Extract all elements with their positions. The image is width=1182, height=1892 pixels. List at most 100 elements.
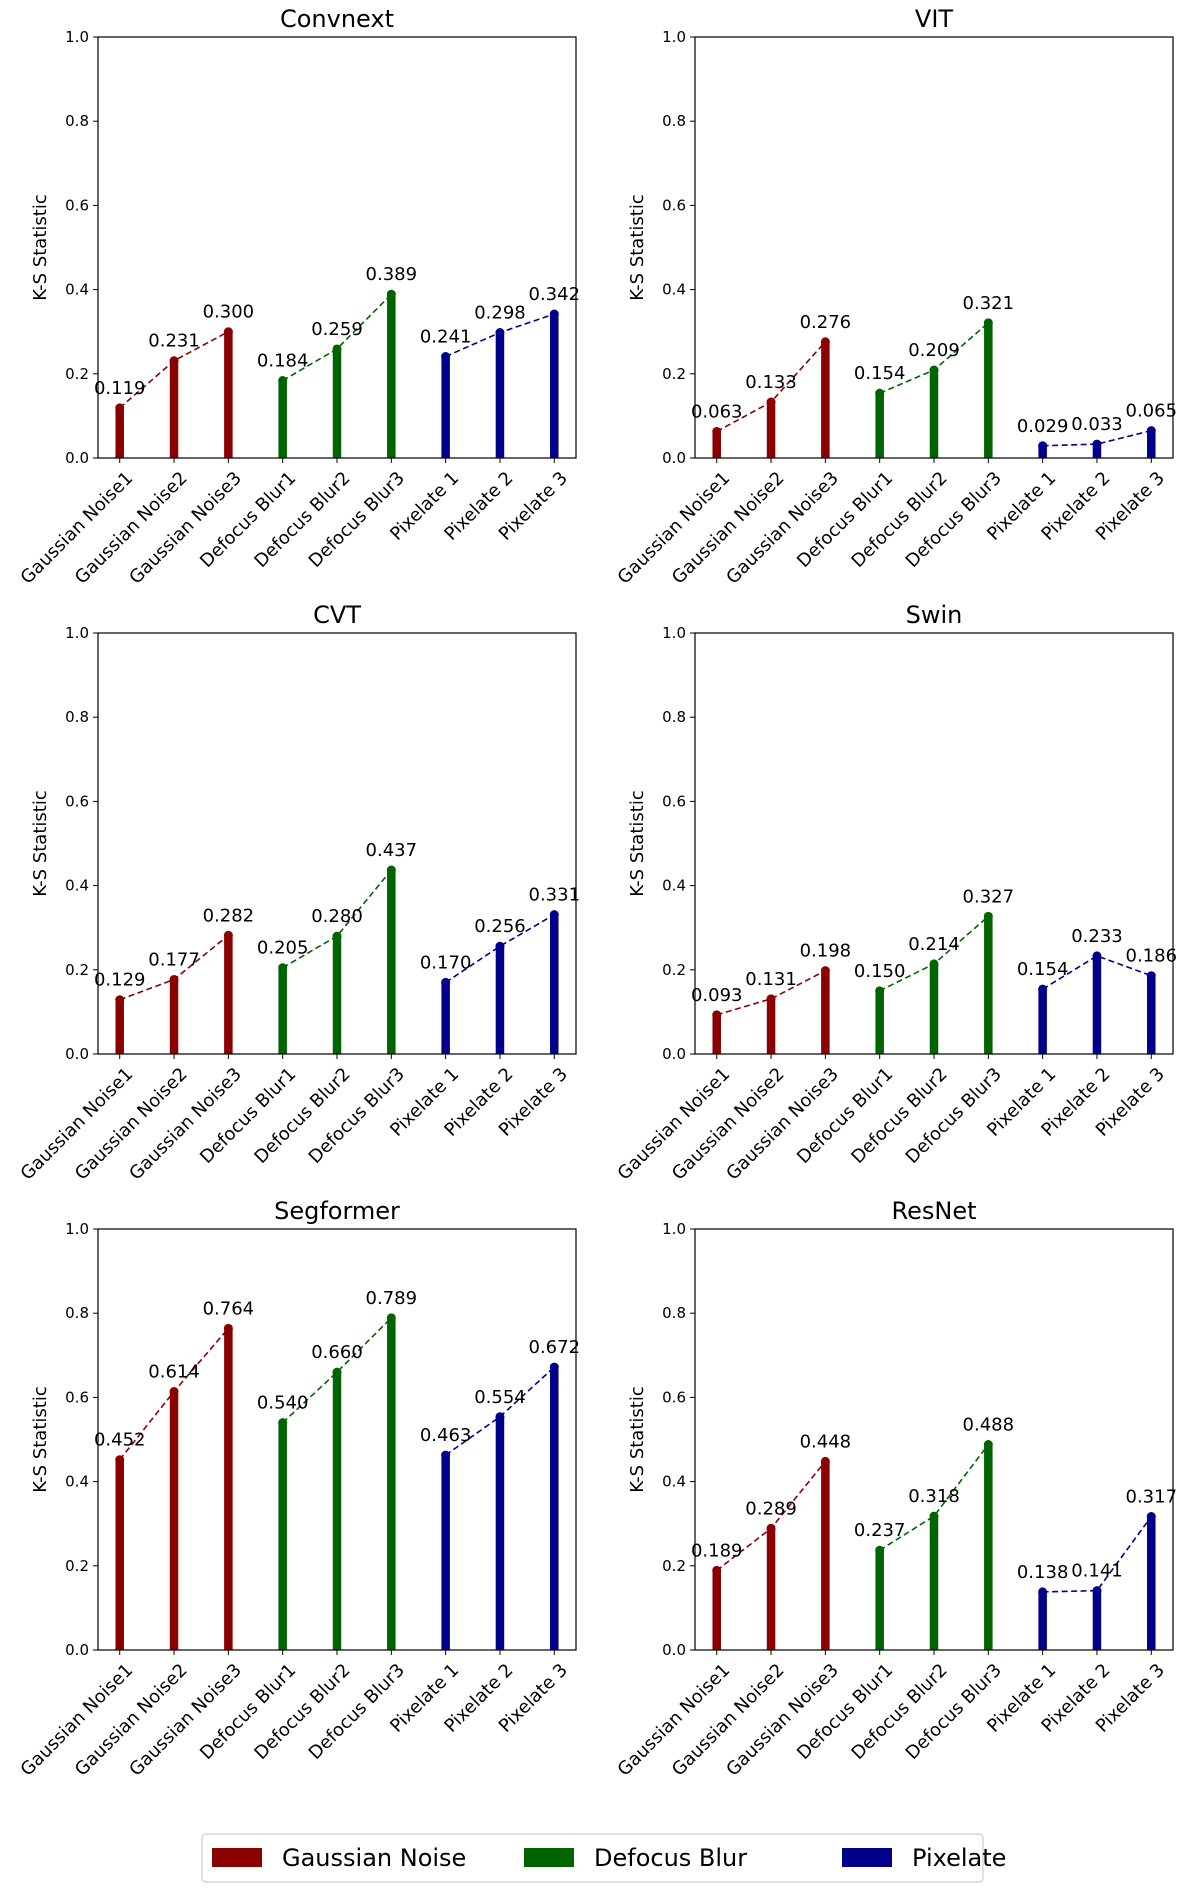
data-label: 0.214 xyxy=(908,934,960,955)
data-label: 0.205 xyxy=(257,938,309,959)
bar-marker xyxy=(169,356,179,366)
bar-marker xyxy=(386,1313,396,1323)
data-label: 0.342 xyxy=(529,284,581,305)
legend-label: Gaussian Noise xyxy=(282,1844,466,1872)
bar-marker xyxy=(983,911,993,921)
panel-segformer: Segformer K-S Statistic 0.0 0.2 0.4 0.6 0.8 1.0… xyxy=(17,1197,580,1780)
axes-frame xyxy=(694,632,1174,1055)
bar xyxy=(278,1422,287,1650)
bar xyxy=(821,1461,830,1650)
y-tick-label: 0.4 xyxy=(65,1473,89,1491)
chart-title: VIT xyxy=(915,5,953,33)
data-label: 0.660 xyxy=(311,1342,363,1363)
bar xyxy=(929,370,939,458)
y-tick-label: 0.6 xyxy=(65,1388,89,1406)
data-label: 0.129 xyxy=(94,970,146,991)
data-label: 0.317 xyxy=(1126,1487,1178,1508)
bar-marker xyxy=(332,1367,342,1377)
bar-marker xyxy=(1146,1512,1156,1522)
bar-marker xyxy=(1092,439,1102,449)
data-label: 0.300 xyxy=(203,302,255,323)
data-label: 0.209 xyxy=(908,340,960,361)
bar xyxy=(387,870,396,1054)
bar-marker xyxy=(875,388,885,398)
bar xyxy=(550,314,559,458)
bar xyxy=(1092,444,1102,458)
bar-marker xyxy=(441,352,451,362)
y-tick-label: 0.0 xyxy=(65,449,89,467)
bar xyxy=(1147,1516,1156,1650)
bar xyxy=(550,1367,559,1650)
bar xyxy=(495,1416,505,1650)
bar-marker xyxy=(875,986,885,996)
bar-marker xyxy=(1146,971,1156,981)
data-label: 0.154 xyxy=(854,363,906,384)
data-label: 0.488 xyxy=(963,1415,1015,1436)
bar-marker xyxy=(332,931,342,941)
bar-marker xyxy=(929,365,939,375)
data-label: 0.540 xyxy=(257,1393,309,1414)
y-tick-label: 0.8 xyxy=(662,112,686,130)
y-tick-label: 1.0 xyxy=(662,1220,686,1238)
y-tick-label: 0.0 xyxy=(662,1045,686,1063)
legend: Gaussian Noise Defocus Blur Pixelate xyxy=(201,1833,1006,1883)
bar xyxy=(278,967,287,1054)
y-tick-label: 0.8 xyxy=(662,1304,686,1322)
x-tick-label: Defocus Blur1 xyxy=(793,1064,897,1168)
axes-frame xyxy=(694,36,1174,459)
bar-marker xyxy=(441,977,451,987)
chart-title: ResNet xyxy=(892,1197,977,1225)
bar-marker xyxy=(223,1323,233,1333)
bar-marker xyxy=(549,1362,559,1372)
y-axis-label: K-S Statistic xyxy=(627,194,648,300)
bar xyxy=(1147,430,1156,458)
bar-marker xyxy=(766,994,776,1004)
y-tick-label: 0.8 xyxy=(65,1304,89,1322)
data-label: 0.119 xyxy=(94,378,146,399)
y-tick-label: 0.0 xyxy=(662,1641,686,1659)
axes-frame xyxy=(694,1228,1174,1651)
x-tick-label: Defocus Blur2 xyxy=(847,1064,951,1168)
trend-line xyxy=(445,913,555,984)
data-label: 0.241 xyxy=(420,327,472,348)
bar xyxy=(169,1391,179,1650)
data-label: 0.289 xyxy=(745,1498,797,1519)
bar-marker xyxy=(278,1418,288,1428)
data-label: 0.150 xyxy=(854,961,906,982)
bar-marker xyxy=(766,1523,776,1533)
data-label: 0.029 xyxy=(1017,416,1069,437)
bar-marker xyxy=(115,1455,125,1465)
bar xyxy=(441,356,450,458)
bar-marker xyxy=(495,941,505,951)
panel-swin: Swin K-S Statistic 0.0 0.2 0.4 0.6 0.8 1.0 0.093… xyxy=(614,601,1177,1184)
y-tick-label: 0.8 xyxy=(65,112,89,130)
data-label: 0.177 xyxy=(148,949,200,970)
x-tick-label: Defocus Blur2 xyxy=(847,468,951,572)
bar xyxy=(224,331,233,458)
data-label: 0.327 xyxy=(963,886,1015,907)
bar-marker xyxy=(278,376,288,386)
data-label: 0.672 xyxy=(529,1337,581,1358)
data-label: 0.276 xyxy=(800,312,852,333)
data-label: 0.789 xyxy=(366,1288,418,1309)
data-label: 0.437 xyxy=(366,840,418,861)
data-label: 0.065 xyxy=(1126,401,1178,422)
data-label: 0.189 xyxy=(691,1540,743,1561)
y-tick-label: 1.0 xyxy=(65,624,89,642)
bar xyxy=(712,1570,721,1650)
y-tick-label: 0.2 xyxy=(65,961,89,979)
y-axis-label: K-S Statistic xyxy=(30,1386,51,1492)
y-tick-label: 0.4 xyxy=(662,281,686,299)
axes-frame xyxy=(97,632,577,1055)
bar xyxy=(1038,1591,1047,1650)
data-label: 0.331 xyxy=(529,885,581,906)
x-tick-label: Defocus Blur3 xyxy=(305,1660,409,1764)
x-tick-label: Defocus Blur1 xyxy=(196,1064,300,1168)
y-axis-label: K-S Statistic xyxy=(30,790,51,896)
bar-marker xyxy=(820,337,830,347)
bar xyxy=(875,393,884,458)
x-tick-label: Defocus Blur2 xyxy=(250,468,354,572)
bar xyxy=(332,936,342,1054)
y-tick-label: 0.6 xyxy=(662,1388,686,1406)
chart-title: Convnext xyxy=(280,5,394,33)
